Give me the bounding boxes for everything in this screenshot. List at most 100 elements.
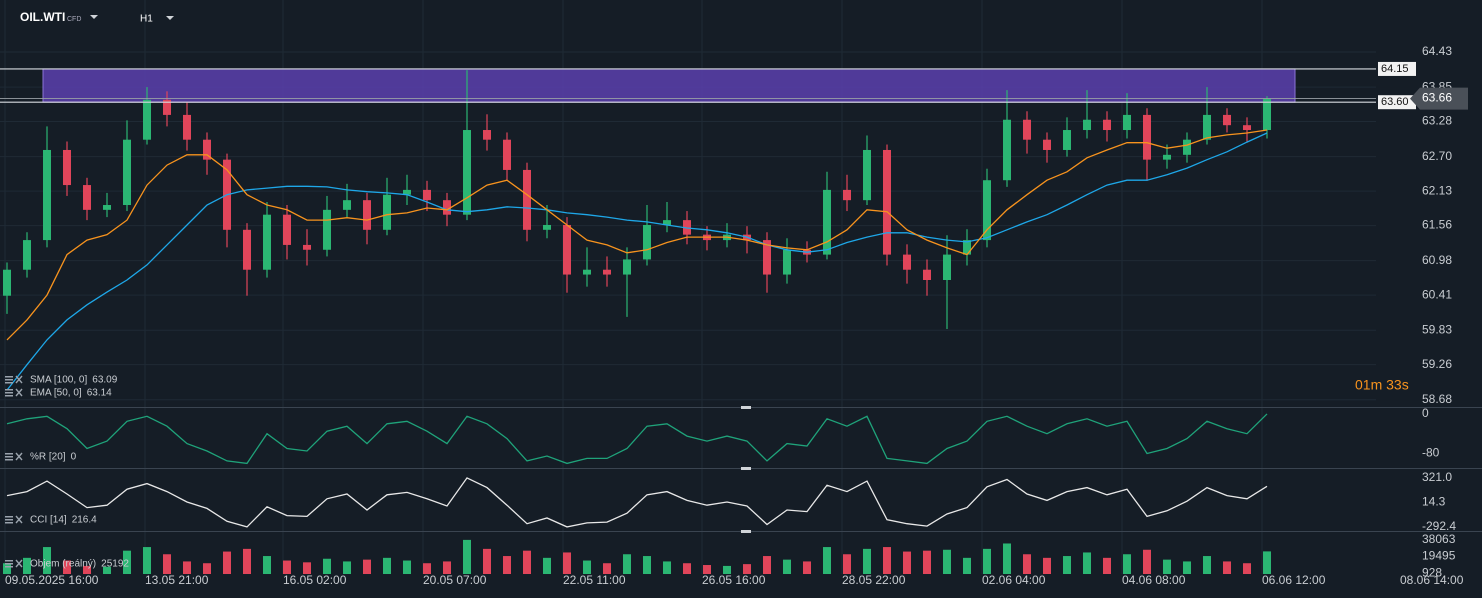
indicator-line [6, 132, 1268, 391]
x-tick-label: 20.05 07:00 [423, 573, 487, 587]
legend-label: %R [20] [30, 452, 66, 463]
candle-body [1143, 114, 1151, 160]
candle-body [1243, 125, 1251, 131]
volume-bar [1043, 557, 1051, 574]
candle-body [663, 220, 671, 225]
candle-body [183, 114, 191, 140]
candle-body [3, 269, 11, 296]
legend-value: 63.09 [92, 375, 117, 386]
candle-countdown: 01m 33s [1355, 377, 1409, 393]
volume-bar [203, 563, 211, 574]
candle-body [1103, 119, 1111, 131]
y-tick-label: 321.0 [1422, 470, 1452, 484]
candle-body [43, 149, 51, 241]
candle-body [63, 149, 71, 186]
volume-bar [483, 548, 491, 574]
legend-remove-icon[interactable] [15, 452, 23, 461]
volume-bar [323, 558, 331, 574]
volume-bar [1123, 554, 1131, 574]
candle-body [443, 200, 451, 215]
legend-value: 63.14 [87, 388, 112, 399]
candle-body [1023, 119, 1031, 140]
legend-remove-icon[interactable] [15, 375, 23, 384]
candle-body [563, 224, 571, 275]
volume-bar [543, 557, 551, 574]
candle-body [423, 189, 431, 201]
y-tick-label: 62.70 [1422, 149, 1452, 163]
candle-body [543, 224, 551, 230]
timeframe[interactable]: H1 [140, 14, 153, 25]
candle-body [363, 200, 371, 230]
y-tick-label: 58.68 [1422, 392, 1452, 406]
legend-menu-icon [5, 563, 13, 565]
current-price-label: 63.66 [1422, 91, 1452, 105]
symbol[interactable]: OIL.WTI [20, 10, 65, 24]
volume-bar [343, 561, 351, 574]
volume-bar [283, 560, 291, 574]
volume-bar [983, 548, 991, 574]
volume-bar [143, 547, 151, 574]
x-tick-label: 16.05 02:00 [283, 573, 347, 587]
candle-body [523, 169, 531, 230]
y-tick-label: 19495 [1422, 549, 1456, 563]
volume-bar [703, 565, 711, 574]
volume-bar [43, 547, 51, 574]
y-tick-label: 928 [1422, 565, 1442, 579]
candle-body [23, 240, 31, 270]
price-level-box [1378, 95, 1416, 110]
x-tick-label: 08.06 14:00 [1400, 573, 1464, 587]
candle-body [1163, 154, 1171, 160]
volume-bar [1183, 561, 1191, 574]
volume-bar [23, 557, 31, 574]
volume-bar [1243, 563, 1251, 574]
volume-bar [603, 563, 611, 574]
pane-handle[interactable] [741, 467, 751, 470]
price-level-label: 63.60 [1381, 96, 1409, 108]
symbol-dropdown[interactable] [90, 15, 98, 19]
volume-bar [863, 548, 871, 574]
legend-value: 25192 [101, 559, 129, 570]
volume-bar [403, 560, 411, 574]
volume-bar [1203, 556, 1211, 574]
indicator-line [6, 129, 1268, 341]
y-tick-label: -292.4 [1422, 519, 1456, 533]
volume-bar [1143, 549, 1151, 574]
pane-handle[interactable] [741, 530, 751, 533]
candle-body [263, 214, 271, 270]
legend-menu-icon [5, 459, 13, 461]
candle-body [883, 149, 891, 255]
volume-bar [683, 563, 691, 574]
legend-remove-icon[interactable] [15, 388, 23, 397]
legend-label: CCI [14] [30, 515, 67, 526]
candle-body [83, 185, 91, 210]
candle-body [283, 214, 291, 245]
price-level-label: 64.15 [1381, 63, 1409, 75]
candle-body [103, 205, 111, 210]
legend-remove-icon[interactable] [15, 559, 23, 568]
legend-menu-icon [5, 560, 13, 562]
volume-bar [363, 559, 371, 574]
volume-bar [263, 556, 271, 574]
volume-bar [443, 561, 451, 574]
legend-menu-icon [5, 382, 13, 384]
timeframe-dropdown[interactable] [166, 16, 174, 20]
volume-bar [423, 563, 431, 574]
legend-remove-icon[interactable] [15, 515, 23, 524]
volume-bar [103, 566, 111, 574]
volume-bar [723, 565, 731, 574]
instrument-type: CFD [67, 16, 81, 23]
candle-body [1083, 119, 1091, 131]
candle-body [463, 130, 471, 215]
volume-bar [63, 560, 71, 574]
pane-handle[interactable] [741, 406, 751, 409]
x-tick-label: 28.05 22:00 [842, 573, 906, 587]
volume-bar [1063, 556, 1071, 574]
volume-bar [83, 565, 91, 574]
volume-bar [943, 549, 951, 574]
volume-bar [643, 556, 651, 574]
y-tick-label: 14.3 [1422, 495, 1446, 509]
x-tick-label: 22.05 11:00 [563, 573, 626, 587]
candle-body [303, 244, 311, 250]
candle-body [483, 130, 491, 140]
